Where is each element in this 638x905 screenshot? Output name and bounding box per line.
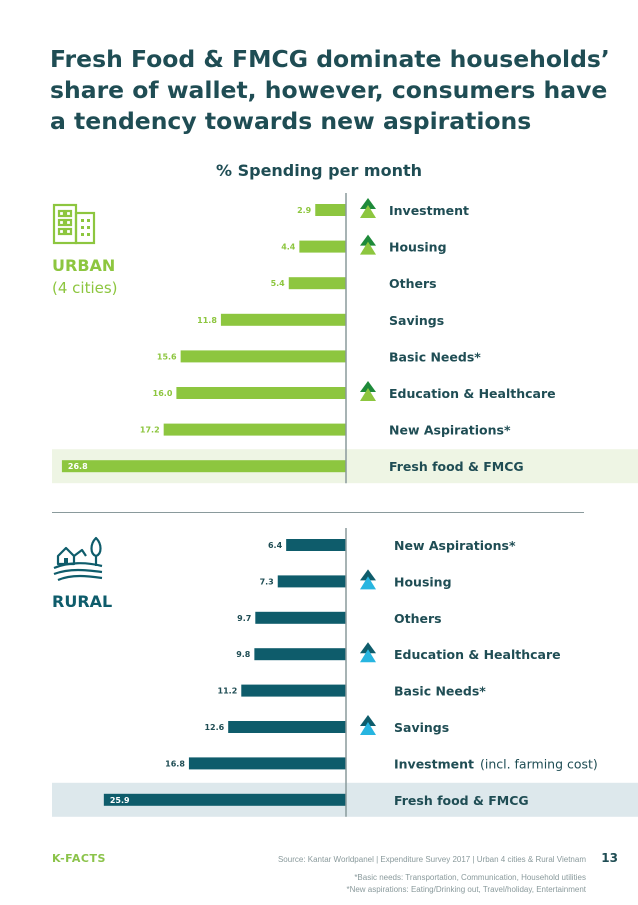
rural-trend-up-icon bbox=[360, 722, 376, 735]
urban-bar bbox=[61, 460, 347, 473]
urban-bar bbox=[176, 387, 346, 399]
rural-value-label: 11.2 bbox=[218, 687, 238, 696]
urban-bar bbox=[180, 350, 346, 363]
urban-bar bbox=[299, 240, 346, 253]
urban-value-label: 11.8 bbox=[197, 316, 217, 325]
city-building-icon bbox=[52, 203, 96, 245]
source-note: Source: Kantar Worldpanel | Expenditure … bbox=[277, 855, 586, 864]
urban-category-label: Fresh food & FMCG bbox=[389, 459, 524, 474]
rural-category-label: Others bbox=[394, 611, 442, 626]
urban-category-label: New Aspirations* bbox=[389, 423, 511, 438]
rural-value-label: 16.8 bbox=[165, 759, 185, 768]
rural-bar bbox=[228, 721, 346, 733]
rural-category-label: Savings bbox=[394, 720, 449, 735]
urban-bar bbox=[315, 204, 346, 216]
urban-trend-up-icon bbox=[360, 241, 376, 255]
brand-logo: K-FACTS bbox=[52, 852, 106, 865]
urban-value-label: 17.2 bbox=[140, 426, 160, 435]
urban-value-label: 2.9 bbox=[297, 206, 312, 215]
rural-bar bbox=[286, 539, 346, 551]
rural-bar bbox=[277, 575, 346, 588]
rural-category-label: Basic Needs* bbox=[394, 684, 486, 699]
urban-value-label: 4.4 bbox=[281, 243, 296, 252]
rural-bar bbox=[241, 684, 346, 697]
urban-trend-up-icon bbox=[360, 381, 376, 392]
urban-category-label: Others bbox=[389, 276, 437, 291]
rural-bar bbox=[103, 793, 347, 806]
rural-value-label: 6.4 bbox=[268, 541, 283, 550]
section-divider bbox=[52, 512, 584, 513]
rural-trend-up-icon bbox=[360, 649, 376, 663]
page-title: Fresh Food & FMCG dominate households’ s… bbox=[50, 45, 610, 135]
rural-bar bbox=[188, 757, 346, 770]
urban-category-label: Education & Healthcare bbox=[389, 386, 556, 401]
urban-bar bbox=[288, 277, 346, 290]
rural-category-label: Education & Healthcare bbox=[394, 647, 561, 662]
farm-house-icon bbox=[53, 536, 103, 582]
rural-category-label: Housing bbox=[394, 574, 452, 589]
note-basic-needs: *Basic needs: Transportation, Communicat… bbox=[354, 873, 586, 882]
urban-category-label: Housing bbox=[389, 240, 447, 255]
urban-trend-up-icon bbox=[360, 234, 376, 246]
urban-category-label: Basic Needs* bbox=[389, 349, 481, 364]
rural-trend-up-icon bbox=[360, 642, 376, 654]
urban-trend-up-icon bbox=[360, 205, 376, 218]
rural-value-label: 7.3 bbox=[260, 577, 274, 586]
rural-category-label: Investment bbox=[394, 756, 474, 771]
rural-value-label: 25.9 bbox=[110, 796, 130, 805]
urban-value-label: 16.0 bbox=[153, 389, 173, 398]
urban-trend-up-icon bbox=[360, 198, 376, 209]
rural-value-label: 9.8 bbox=[236, 650, 251, 659]
urban-sublabel: (4 cities) bbox=[52, 279, 118, 297]
rural-category-label: Fresh food & FMCG bbox=[394, 793, 529, 808]
urban-trend-up-icon bbox=[360, 388, 376, 401]
urban-label: URBAN bbox=[52, 256, 116, 275]
rural-bar bbox=[254, 648, 346, 661]
rural-bar bbox=[255, 611, 346, 624]
urban-category-label: Investment bbox=[389, 203, 469, 218]
note-new-aspirations: *New aspirations: Eating/Drinking out, T… bbox=[346, 885, 586, 894]
rural-value-label: 12.6 bbox=[204, 723, 224, 732]
urban-bar bbox=[220, 313, 346, 326]
rural-trend-up-icon bbox=[360, 569, 376, 581]
rural-category-note: (incl. farming cost) bbox=[480, 756, 598, 771]
urban-value-label: 15.6 bbox=[157, 352, 177, 361]
urban-value-label: 26.8 bbox=[68, 462, 88, 471]
rural-value-label: 9.7 bbox=[237, 614, 251, 623]
rural-trend-up-icon bbox=[360, 576, 376, 590]
urban-category-label: Savings bbox=[389, 313, 444, 328]
spending-chart: 2.9 Investment 4.4 Housing 5.4 Others 11.8 Savi… bbox=[52, 193, 638, 817]
urban-bar bbox=[163, 423, 346, 436]
urban-value-label: 5.4 bbox=[271, 279, 286, 288]
page-number: 13 bbox=[601, 851, 618, 865]
rural-category-label: New Aspirations* bbox=[394, 538, 516, 553]
rural-trend-up-icon bbox=[360, 715, 376, 726]
chart-subtitle: % Spending per month bbox=[215, 161, 423, 180]
rural-label: RURAL bbox=[52, 592, 113, 611]
